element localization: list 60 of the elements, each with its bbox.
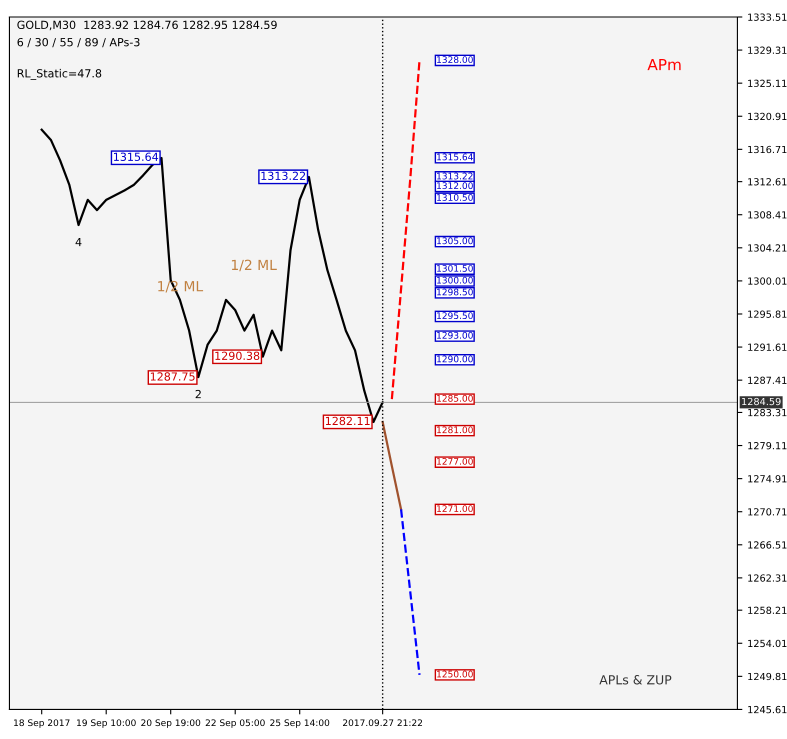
annotation: 1295.50 xyxy=(437,312,473,320)
y-tick-label: 1325.11 xyxy=(748,80,786,87)
y-tick-label: 1287.41 xyxy=(748,376,786,384)
annotation: 1310.50 xyxy=(437,194,473,201)
annotation: 1293.00 xyxy=(437,332,473,339)
y-tick-label: 1262.31 xyxy=(748,574,786,582)
y-tick-label: 1320.91 xyxy=(748,112,786,120)
ref-line-label: 1284.59 xyxy=(742,398,781,406)
annotation: 1328.00 xyxy=(437,56,473,64)
annotation: 1282.11 xyxy=(326,416,370,426)
y-tick-label: 1249.81 xyxy=(748,672,786,680)
y-tick-label: 1245.61 xyxy=(748,706,786,714)
chart-title: GOLD,M30 1283.92 1284.76 1282.95 1284.59 xyxy=(17,20,277,30)
annotation: APm xyxy=(647,59,681,70)
y-tick-label: 1295.81 xyxy=(748,310,786,318)
annotation: 1313.22 xyxy=(437,172,473,180)
line-series xyxy=(390,59,421,400)
annotation: 1298.50 xyxy=(437,288,473,296)
annotation: 1315.64 xyxy=(437,154,473,160)
annotation: 1290.00 xyxy=(437,356,473,362)
y-tick-label: 1316.71 xyxy=(748,146,786,154)
annotation: 1312.00 xyxy=(437,182,473,190)
y-tick-label: 1300.01 xyxy=(748,277,786,285)
y-tick-label: 1312.61 xyxy=(748,178,786,186)
y-tick-label: 1333.51 xyxy=(748,13,786,21)
annotation: RL_Static=47.8 xyxy=(18,68,102,80)
annotation: 1277.00 xyxy=(437,458,473,465)
y-tick-label: 1279.11 xyxy=(748,442,786,450)
annotation: 1301.50 xyxy=(437,264,473,272)
x-tick-label: 18 Sep 2017 xyxy=(14,719,70,728)
y-tick-label: 1304.21 xyxy=(748,244,786,252)
annotation: 1290.38 xyxy=(215,352,260,360)
y-tick-label: 1283.31 xyxy=(748,408,786,416)
y-tick-label: 1258.21 xyxy=(748,606,786,614)
annotation: 2 xyxy=(196,390,201,398)
annotation: 1315.64 xyxy=(114,152,158,161)
annotation: APLs & ZUP xyxy=(599,675,672,684)
y-tick-label: 1266.51 xyxy=(748,541,786,549)
y-tick-label: 1308.41 xyxy=(748,211,786,219)
annotation: 1285.00 xyxy=(437,394,473,402)
y-tick-label: 1274.91 xyxy=(748,475,786,482)
x-tick-label: 2017.09.27 21:22 xyxy=(343,719,422,726)
x-tick-label: 25 Sep 14:00 xyxy=(270,719,330,728)
annotation: 4 xyxy=(76,238,82,246)
x-tick-label: 20 Sep 19:00 xyxy=(141,719,200,728)
annotation: 1287.75 xyxy=(150,372,195,381)
annotation: 1271.00 xyxy=(437,505,473,512)
annotation: 1250.00 xyxy=(437,670,473,678)
y-tick-label: 1254.01 xyxy=(748,640,786,648)
y-tick-label: 1270.71 xyxy=(748,508,786,516)
annotation: 1281.00 xyxy=(437,426,473,434)
annotation: 1300.00 xyxy=(437,276,473,284)
annotation: 1313.22 xyxy=(261,172,306,180)
annotation: 1/2 ML xyxy=(232,260,277,272)
y-tick-label: 1329.31 xyxy=(748,46,786,54)
text: 6 / 30 / 55 / 89 / APs-3 xyxy=(18,38,140,48)
x-tick-label: 22 Sep 05:00 xyxy=(206,719,265,728)
x-tick-label: 19 Sep 10:00 xyxy=(77,719,136,728)
y-tick-label: 1291.61 xyxy=(748,344,786,351)
annotation: 1305.00 xyxy=(437,237,473,244)
